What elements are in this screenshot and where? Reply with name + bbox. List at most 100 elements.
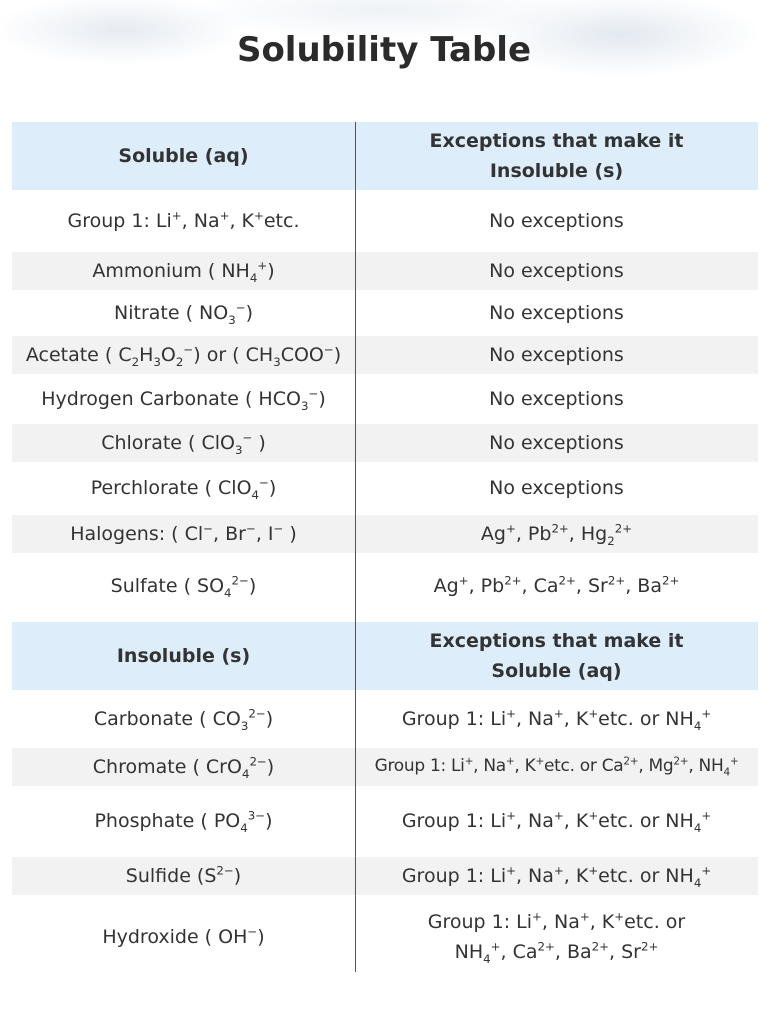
superscript: +: [701, 808, 712, 823]
table-row: Halogens: ( Cl−, Br−, I− ) Ag+, Pb2+, Hg2…: [12, 515, 758, 553]
superscript: −: [323, 342, 334, 357]
text-fragment: ): [268, 477, 277, 500]
text-fragment: Chromate ( CrO: [92, 755, 242, 778]
superscript: +: [588, 706, 599, 721]
text-fragment: ): [248, 574, 257, 597]
text-fragment: Carbonate ( CO: [93, 707, 241, 730]
cell-line: Group 1: Li+, Na+, K+etc. or NH4+: [402, 806, 711, 836]
text-fragment: etc.: [263, 209, 300, 232]
table-cell: No exceptions: [355, 376, 758, 422]
superscript: 2+: [623, 755, 639, 768]
cell-line: Sulfide (S2−): [126, 861, 241, 891]
subscript: 4: [483, 951, 491, 966]
table-row: Hydroxide ( OH−) Group 1: Li+, Na+, K+etc…: [12, 897, 758, 977]
superscript: 2+: [614, 521, 633, 536]
table-cell: Soluble (aq): [12, 122, 355, 190]
text-fragment: , Na: [541, 910, 580, 933]
text-fragment: Insoluble (s): [116, 644, 251, 667]
cell-line: Ag+, Pb2+, Ca2+, Sr2+, Ba2+: [434, 571, 680, 601]
text-fragment: Soluble (aq): [118, 144, 249, 167]
text-fragment: , Pb: [515, 522, 552, 545]
cell-line: Group 1: Li+, Na+, K+etc.: [68, 206, 300, 236]
text-fragment: , Ca: [500, 941, 538, 963]
subscript: 4: [240, 821, 248, 836]
table-cell: Ag+, Pb2+, Ca2+, Sr2+, Ba2+: [355, 555, 758, 617]
header-row: Soluble (aq) Exceptions that make it Insol…: [12, 122, 758, 190]
text-fragment: ): [283, 522, 297, 545]
table-row: Sulfate ( SO42−) Ag+, Pb2+, Ca2+, Sr2+, B…: [12, 555, 758, 617]
table-row: Nitrate ( NO3−) No exceptions: [12, 292, 758, 334]
cell-line: Halogens: ( Cl−, Br−, I− ): [70, 519, 297, 549]
cell-line: Exceptions that make it: [429, 126, 683, 156]
text-fragment: , Br: [213, 522, 246, 545]
text-fragment: ): [333, 343, 342, 366]
superscript: −: [273, 521, 284, 536]
cell-line: Sulfate ( SO42−): [111, 571, 257, 601]
text-fragment: etc. or: [624, 910, 686, 933]
text-fragment: Nitrate ( NO: [114, 301, 229, 324]
text-fragment: No exceptions: [489, 387, 624, 410]
table-cell: Ag+, Pb2+, Hg22+: [355, 515, 758, 553]
text-fragment: Halogens: ( Cl: [70, 522, 204, 545]
text-fragment: Acetate ( C: [25, 343, 132, 366]
superscript: 2+: [640, 939, 659, 954]
table-cell: Perchlorate ( ClO4−): [12, 464, 355, 513]
cell-line: Ag+, Pb2+, Hg22+: [481, 519, 632, 549]
text-fragment: , Na: [515, 864, 554, 887]
cell-line: No exceptions: [489, 298, 624, 328]
superscript: 2+: [537, 939, 555, 954]
text-fragment: , Na: [181, 209, 220, 232]
superscript: +: [553, 706, 564, 721]
cell-line: Insoluble (s): [490, 156, 623, 186]
text-fragment: , Na: [515, 810, 554, 833]
subscript: 3: [300, 398, 309, 413]
superscript: +: [490, 939, 501, 954]
text-fragment: , K: [589, 910, 615, 933]
superscript: +: [505, 755, 515, 768]
text-fragment: , Mg: [638, 756, 674, 777]
text-fragment: ): [266, 755, 275, 778]
text-fragment: , K: [563, 864, 589, 887]
text-fragment: ): [267, 259, 275, 282]
header-decoration: [0, 0, 768, 115]
text-fragment: ): [245, 301, 253, 324]
table-cell: Acetate ( C2H3O2−) or ( CH3COO−): [12, 336, 355, 374]
superscript: −: [308, 386, 319, 401]
table-cell: Hydrogen Carbonate ( HCO3−): [12, 376, 355, 422]
text-fragment: Group 1: Li: [374, 756, 465, 777]
superscript: 2+: [504, 573, 522, 588]
text-fragment: , Sr: [575, 574, 608, 597]
superscript: 2+: [551, 521, 569, 536]
text-fragment: , Hg: [568, 522, 608, 545]
superscript: +: [588, 808, 599, 823]
subscript: 3: [235, 442, 243, 457]
text-fragment: , Na: [473, 756, 506, 777]
subscript: 4: [693, 718, 702, 733]
subscript: 3: [240, 718, 249, 733]
subscript: 4: [251, 488, 260, 503]
superscript: 3−: [247, 808, 266, 823]
text-fragment: Hydrogen Carbonate ( HCO: [41, 387, 301, 410]
subscript: 4: [224, 585, 232, 600]
table-cell: Ammonium ( NH4+): [12, 252, 355, 290]
subscript: 2: [175, 354, 184, 369]
table-row: Perchlorate ( ClO4−) No exceptions: [12, 464, 758, 513]
text-fragment: Sulfide (S: [125, 864, 217, 887]
text-fragment: Hydroxide ( OH: [102, 925, 248, 948]
text-fragment: Group 1: Li: [67, 209, 172, 232]
table-cell: No exceptions: [355, 336, 758, 374]
text-fragment: etc. or Ca: [544, 756, 624, 777]
cell-line: Group 1: Li+, Na+, K+etc. or Ca2+, Mg2+,…: [375, 753, 739, 780]
cell-line: Acetate ( C2H3O2−) or ( CH3COO−): [26, 340, 341, 370]
subscript: 3: [228, 312, 236, 327]
table-cell: Group 1: Li+, Na+, K+etc. or NH4+: [355, 788, 758, 855]
text-fragment: , NH: [688, 756, 724, 777]
table-cell: Chlorate ( ClO3− ): [12, 424, 355, 462]
cell-line: No exceptions: [489, 256, 624, 286]
subscript: 4: [723, 766, 730, 779]
superscript: +: [701, 863, 712, 878]
text-fragment: Group 1: Li: [401, 810, 507, 833]
text-fragment: , Na: [515, 707, 554, 730]
table-row: Carbonate ( CO32−) Group 1: Li+, Na+, K+e…: [12, 692, 758, 746]
text-fragment: Soluble (aq): [491, 660, 622, 682]
